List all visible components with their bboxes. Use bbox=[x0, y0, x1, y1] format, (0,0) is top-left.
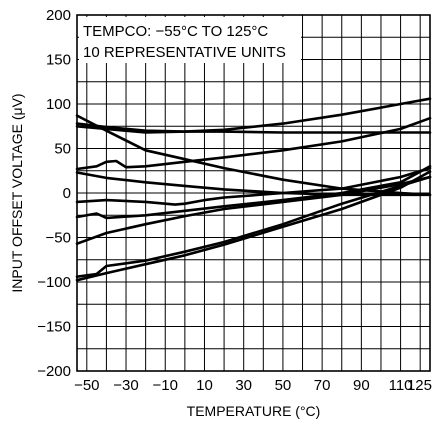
annotation-tempco: TEMPCO: −55°C TO 125°C bbox=[83, 23, 268, 40]
series-line-2 bbox=[75, 97, 432, 134]
y-tick-label: 150 bbox=[46, 52, 71, 69]
x-tick-label: −30 bbox=[113, 377, 138, 394]
y-tick-label: 50 bbox=[54, 141, 71, 158]
y-axis-title: INPUT OFFSET VOLTAGE (μV) bbox=[9, 93, 25, 292]
x-tick-label: 50 bbox=[275, 377, 292, 394]
annotation-units: 10 REPRESENTATIVE UNITS bbox=[83, 44, 286, 61]
series-line-8 bbox=[75, 175, 432, 245]
series-line-10 bbox=[75, 170, 432, 282]
x-tick-label: −50 bbox=[74, 377, 99, 394]
y-tick-label: 100 bbox=[46, 96, 71, 113]
x-tick-label: 90 bbox=[353, 377, 370, 394]
annotation-background bbox=[79, 17, 301, 63]
y-tick-label: −150 bbox=[37, 319, 71, 336]
annotation-box: TEMPCO: −55°C TO 125°C 10 REPRESENTATIVE… bbox=[79, 17, 301, 63]
series-line-6 bbox=[75, 166, 432, 206]
series-group bbox=[75, 97, 432, 282]
y-tick-labels: 200 150 100 50 0 −50 −100 −150 −200 bbox=[37, 7, 71, 380]
y-tick-label: −50 bbox=[46, 230, 71, 247]
x-tick-label: 125 bbox=[407, 377, 432, 394]
x-axis-title: TEMPERATURE (°C) bbox=[187, 403, 321, 419]
x-tick-label: −10 bbox=[153, 377, 178, 394]
x-tick-label: 10 bbox=[196, 377, 213, 394]
series-line-7 bbox=[75, 165, 432, 220]
series-line-9 bbox=[75, 175, 432, 279]
x-tick-label: 110 bbox=[389, 377, 413, 394]
y-tick-label: −100 bbox=[37, 274, 71, 291]
x-tick-label: 30 bbox=[235, 377, 252, 394]
y-tick-label: 200 bbox=[46, 7, 71, 24]
y-tick-label: 0 bbox=[63, 185, 71, 202]
y-tick-label: −200 bbox=[37, 363, 71, 380]
x-tick-label: 70 bbox=[314, 377, 331, 394]
series-line-4 bbox=[75, 116, 432, 171]
plot-frame bbox=[76, 14, 431, 372]
